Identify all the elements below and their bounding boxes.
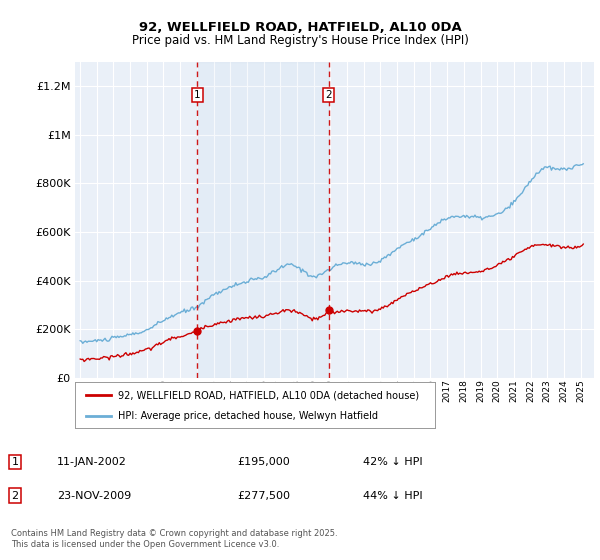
- Text: 92, WELLFIELD ROAD, HATFIELD, AL10 0DA (detached house): 92, WELLFIELD ROAD, HATFIELD, AL10 0DA (…: [118, 390, 419, 400]
- Text: £277,500: £277,500: [237, 491, 290, 501]
- Text: HPI: Average price, detached house, Welwyn Hatfield: HPI: Average price, detached house, Welw…: [118, 410, 378, 421]
- Text: 1: 1: [11, 457, 19, 467]
- Text: 44% ↓ HPI: 44% ↓ HPI: [363, 491, 422, 501]
- Text: £195,000: £195,000: [237, 457, 290, 467]
- Text: 11-JAN-2002: 11-JAN-2002: [57, 457, 127, 467]
- Text: 92, WELLFIELD ROAD, HATFIELD, AL10 0DA: 92, WELLFIELD ROAD, HATFIELD, AL10 0DA: [139, 21, 461, 34]
- Text: Price paid vs. HM Land Registry's House Price Index (HPI): Price paid vs. HM Land Registry's House …: [131, 34, 469, 46]
- Text: Contains HM Land Registry data © Crown copyright and database right 2025.
This d: Contains HM Land Registry data © Crown c…: [11, 529, 337, 549]
- Text: 2: 2: [325, 90, 332, 100]
- Text: 2: 2: [11, 491, 19, 501]
- Bar: [197, 62, 329, 378]
- Text: 42% ↓ HPI: 42% ↓ HPI: [363, 457, 422, 467]
- Text: 23-NOV-2009: 23-NOV-2009: [57, 491, 131, 501]
- Text: 1: 1: [194, 90, 200, 100]
